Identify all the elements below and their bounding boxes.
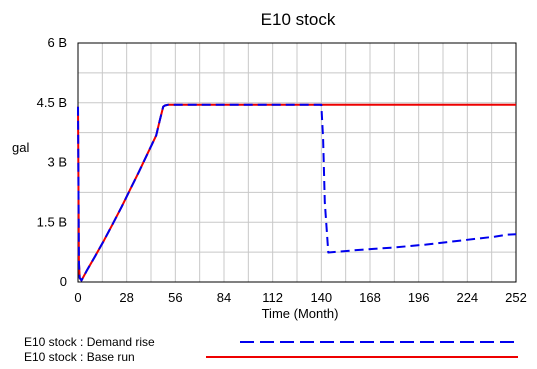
- x-tick-label: 112: [262, 290, 283, 305]
- y-tick-label: 3 B: [47, 155, 67, 170]
- y-tick-label: 0: [60, 274, 67, 289]
- x-tick-label: 0: [74, 290, 81, 305]
- series-lines: [77, 103, 517, 282]
- legend-label: E10 stock : Base run: [24, 350, 135, 364]
- x-axis-label: Time (Month): [262, 306, 339, 321]
- y-axis-ticks: 0 1.5 B 3 B 4.5 B 6 B: [37, 35, 67, 289]
- x-tick-label: 140: [310, 290, 332, 305]
- y-tick-label: 1.5 B: [37, 214, 67, 229]
- x-tick-label: 252: [505, 290, 527, 305]
- x-tick-label: 28: [119, 290, 133, 305]
- y-tick-label: 4.5 B: [37, 95, 67, 110]
- x-tick-label: 168: [359, 290, 381, 305]
- legend-label: E10 stock : Demand rise: [24, 335, 155, 349]
- x-tick-label: 224: [456, 290, 478, 305]
- x-tick-label: 56: [168, 290, 182, 305]
- y-axis-label: gal: [12, 140, 29, 155]
- grid: [78, 43, 516, 282]
- x-tick-label: 84: [217, 290, 231, 305]
- x-tick-label: 196: [408, 290, 430, 305]
- series-line-demand-rise: [77, 103, 517, 282]
- y-tick-label: 6 B: [47, 35, 67, 50]
- x-axis-ticks: 0 28 56 84 112 140 168 196 224 252: [74, 290, 526, 305]
- chart-title: E10 stock: [261, 10, 336, 29]
